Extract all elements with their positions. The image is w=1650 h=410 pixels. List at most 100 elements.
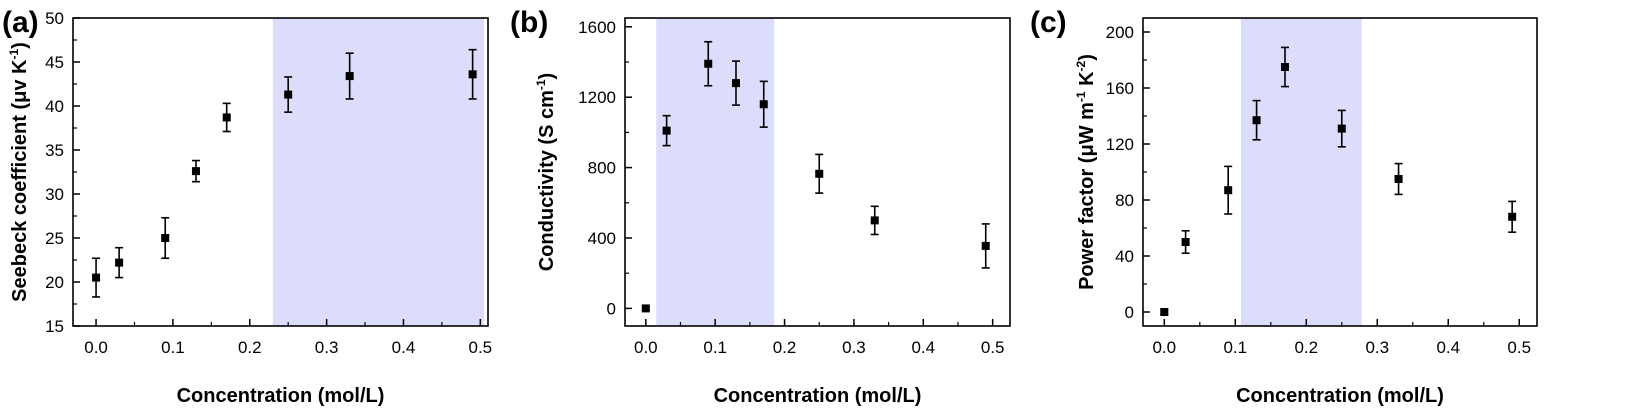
data-marker bbox=[1508, 212, 1517, 221]
x-tick-label: 0.1 bbox=[161, 338, 185, 357]
data-marker bbox=[870, 216, 879, 225]
data-point bbox=[641, 304, 650, 313]
y-axis-title-part: -1 bbox=[534, 79, 548, 90]
y-axis-title-part: Conductivity (S cm bbox=[536, 90, 558, 271]
y-axis-title-part: -1 bbox=[7, 49, 21, 60]
data-marker bbox=[161, 234, 170, 242]
data-marker bbox=[731, 79, 740, 88]
panel-c: 0.0 0.1 0.2 0.3 0.4 0.5 0 40 80 120 160 200 (c) Conce… bbox=[1030, 6, 1538, 407]
y-axis-title-part: K bbox=[1076, 71, 1098, 92]
data-point bbox=[870, 205, 879, 236]
y-tick-label: 25 bbox=[45, 229, 64, 248]
data-marker bbox=[704, 59, 713, 68]
data-marker bbox=[641, 304, 650, 313]
panel-b: 0.0 0.1 0.2 0.3 0.4 0.5 0 400 800 1200 1600 (b) Conc… bbox=[510, 6, 1011, 407]
y-tick-label: 15 bbox=[45, 317, 64, 336]
data-point bbox=[345, 52, 354, 100]
data-point bbox=[1280, 46, 1289, 88]
x-tick-label: 0.0 bbox=[1152, 338, 1176, 357]
y-axis-title: Conductivity (S cm-1) bbox=[534, 73, 558, 271]
highlight-band bbox=[656, 18, 775, 326]
data-point bbox=[1160, 308, 1169, 316]
y-tick-label: 40 bbox=[45, 97, 64, 116]
data-marker bbox=[222, 113, 231, 122]
y-tick-label: 200 bbox=[1106, 23, 1134, 42]
panel-label: (b) bbox=[510, 6, 548, 39]
y-tick-label: 1200 bbox=[578, 88, 616, 107]
data-point bbox=[1224, 165, 1233, 215]
y-axis-title-part: ) bbox=[536, 73, 558, 80]
x-tick-label: 0.3 bbox=[842, 338, 866, 357]
x-tick-label: 0.5 bbox=[981, 338, 1005, 357]
x-tick-label: 0.1 bbox=[1223, 338, 1247, 357]
data-marker bbox=[1181, 238, 1190, 246]
x-axis-title: Concentration (mol/L) bbox=[177, 385, 385, 407]
data-marker bbox=[981, 241, 990, 250]
data-point bbox=[731, 60, 740, 106]
x-tick-label: 0.1 bbox=[703, 338, 727, 357]
x-tick-label: 0.3 bbox=[1365, 338, 1389, 357]
panel-a: 0.0 0.1 0.2 0.3 0.4 0.5 15 20 25 30 35 40 45 50 (a) Con… bbox=[2, 6, 492, 407]
data-marker bbox=[662, 126, 671, 135]
y-tick-label: 20 bbox=[45, 273, 64, 292]
x-tick-label: 0.3 bbox=[315, 338, 339, 357]
data-point bbox=[1252, 99, 1261, 141]
plot-frame bbox=[624, 17, 1011, 327]
data-point bbox=[222, 102, 231, 133]
y-axis-title-part: ) bbox=[1076, 54, 1098, 61]
x-tick-label: 0.4 bbox=[1436, 338, 1460, 357]
x-axis-title: Concentration (mol/L) bbox=[714, 385, 922, 407]
data-point bbox=[1508, 200, 1517, 233]
data-point bbox=[468, 48, 477, 100]
data-point bbox=[191, 159, 200, 183]
data-point bbox=[1394, 162, 1403, 196]
data-marker bbox=[1280, 63, 1289, 71]
data-marker bbox=[92, 273, 101, 282]
y-tick-label: 160 bbox=[1106, 79, 1134, 98]
x-tick-label: 0.2 bbox=[238, 338, 262, 357]
panel-label: (c) bbox=[1030, 6, 1067, 39]
y-axis-title: Power factor (μW m-1 K-2) bbox=[1074, 54, 1098, 290]
y-tick-label: 1600 bbox=[578, 18, 616, 37]
data-marker bbox=[468, 70, 477, 79]
y-tick-label: 35 bbox=[45, 141, 64, 160]
data-point bbox=[115, 246, 124, 279]
panel-label: (a) bbox=[2, 6, 39, 39]
x-tick-label: 0.5 bbox=[468, 338, 492, 357]
data-marker bbox=[1160, 308, 1169, 316]
highlight-band bbox=[272, 18, 485, 326]
y-tick-label: 0 bbox=[1125, 303, 1134, 322]
data-point bbox=[161, 216, 170, 260]
data-point bbox=[759, 80, 768, 128]
y-tick-label: 0 bbox=[607, 299, 616, 318]
data-point bbox=[815, 153, 824, 194]
y-axis-title-part: -2 bbox=[1074, 60, 1088, 71]
y-tick-label: 80 bbox=[1115, 191, 1134, 210]
x-tick-label: 0.2 bbox=[773, 338, 797, 357]
highlight-band bbox=[1240, 18, 1362, 326]
y-axis-title-part: Seebeck coefficient (μv K bbox=[9, 59, 31, 302]
y-tick-label: 50 bbox=[45, 9, 64, 28]
data-point bbox=[704, 40, 713, 87]
data-marker bbox=[345, 72, 354, 81]
data-point bbox=[1181, 230, 1190, 254]
x-axis-title: Concentration (mol/L) bbox=[1236, 385, 1444, 407]
data-point bbox=[981, 223, 990, 269]
data-point bbox=[1337, 109, 1346, 148]
y-tick-label: 30 bbox=[45, 185, 64, 204]
data-marker bbox=[1224, 186, 1233, 195]
data-marker bbox=[1337, 124, 1346, 133]
y-axis-title: Seebeck coefficient (μv K-1) bbox=[7, 42, 31, 302]
y-tick-label: 400 bbox=[588, 229, 616, 248]
y-tick-label: 40 bbox=[1115, 247, 1134, 266]
y-axis-title-part: ) bbox=[9, 42, 31, 49]
x-tick-label: 0.4 bbox=[392, 338, 416, 357]
y-tick-label: 120 bbox=[1106, 135, 1134, 154]
data-marker bbox=[1252, 116, 1261, 125]
data-marker bbox=[1394, 175, 1403, 183]
data-marker bbox=[815, 169, 824, 178]
y-axis-title-part: Power factor (μW m bbox=[1076, 102, 1098, 290]
x-tick-label: 0.2 bbox=[1294, 338, 1318, 357]
data-marker bbox=[284, 90, 293, 99]
